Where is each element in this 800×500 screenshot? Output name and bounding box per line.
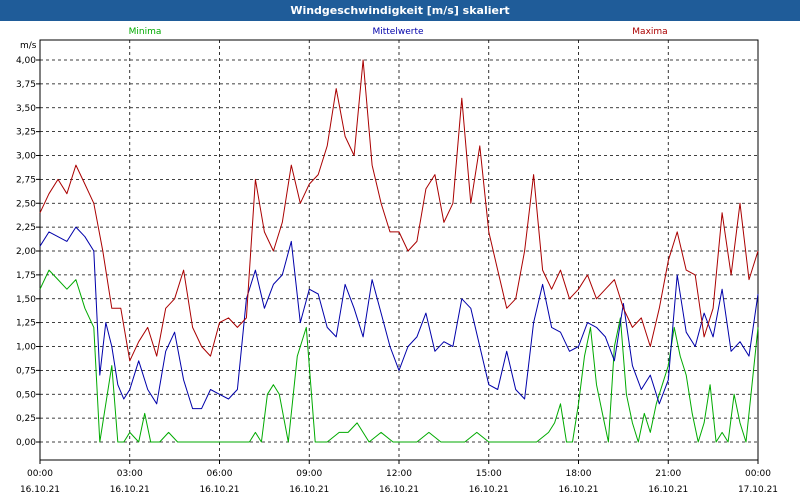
x-tick-date: 16.10.21: [110, 485, 150, 495]
x-tick-date: 16.10.21: [199, 485, 239, 495]
y-tick-label: 2,50: [16, 199, 36, 209]
chart-title: Windgeschwindigkeit [m/s] skaliert: [290, 4, 510, 17]
y-tick-label: 3,25: [16, 128, 36, 138]
x-tick-date: 16.10.21: [648, 485, 688, 495]
y-tick-label: 1,00: [16, 343, 36, 353]
x-tick-time: 18:00: [566, 469, 592, 479]
y-tick-label: 0,75: [16, 366, 36, 376]
y-tick-label: 1,25: [16, 319, 36, 329]
x-tick-date: 16.10.21: [289, 485, 329, 495]
chart-title-bar: Windgeschwindigkeit [m/s] skaliert: [0, 0, 800, 21]
legend-item-maxima: Maxima: [632, 27, 667, 37]
y-tick-label: 0,25: [16, 414, 36, 424]
x-tick-time: 00:00: [27, 469, 53, 479]
x-tick-time: 00:00: [745, 469, 771, 479]
series-line-mittelwerte: [39, 226, 759, 410]
y-tick-label: 1,50: [16, 295, 36, 305]
x-axis-ticks: 00:00 16.10.21 03:00 16.10.21 06:00 16.10.21 0…: [20, 460, 778, 495]
series-line-maxima: [39, 59, 759, 362]
x-tick-time: 12:00: [386, 469, 412, 479]
x-tick-time: 21:00: [655, 469, 681, 479]
legend: Minima Mittelwerte Maxima: [129, 27, 668, 37]
y-tick-label: 4,00: [16, 56, 36, 66]
y-tick-label: 0,50: [16, 390, 36, 400]
x-tick-date: 16.10.21: [558, 485, 598, 495]
x-tick-time: 03:00: [117, 469, 143, 479]
x-tick-time: 15:00: [476, 469, 502, 479]
x-tick-date: 16.10.21: [379, 485, 419, 495]
y-tick-label: 0,00: [16, 438, 36, 448]
y-tick-label: 3,50: [16, 104, 36, 114]
x-tick-date: 17.10.21: [738, 485, 778, 495]
legend-item-minima: Minima: [129, 27, 162, 37]
legend-item-mittelwerte: Mittelwerte: [372, 27, 423, 37]
y-axis-label: m/s: [20, 41, 37, 51]
y-tick-label: 1,75: [16, 271, 36, 281]
grid-lines: [40, 40, 758, 460]
y-tick-label: 2,00: [16, 247, 36, 257]
y-axis-ticks: 0,00 0,25 0,50 0,75 1,00 1,25 1,50 1,75 2,00 2,25…: [16, 56, 40, 448]
y-tick-label: 2,25: [16, 223, 36, 233]
y-tick-label: 3,75: [16, 80, 36, 90]
y-tick-label: 3,00: [16, 152, 36, 162]
x-tick-time: 09:00: [296, 469, 322, 479]
x-tick-date: 16.10.21: [469, 485, 509, 495]
x-tick-date: 16.10.21: [20, 485, 60, 495]
y-tick-label: 2,75: [16, 175, 36, 185]
x-tick-time: 06:00: [207, 469, 233, 479]
series-lines: [39, 59, 759, 443]
